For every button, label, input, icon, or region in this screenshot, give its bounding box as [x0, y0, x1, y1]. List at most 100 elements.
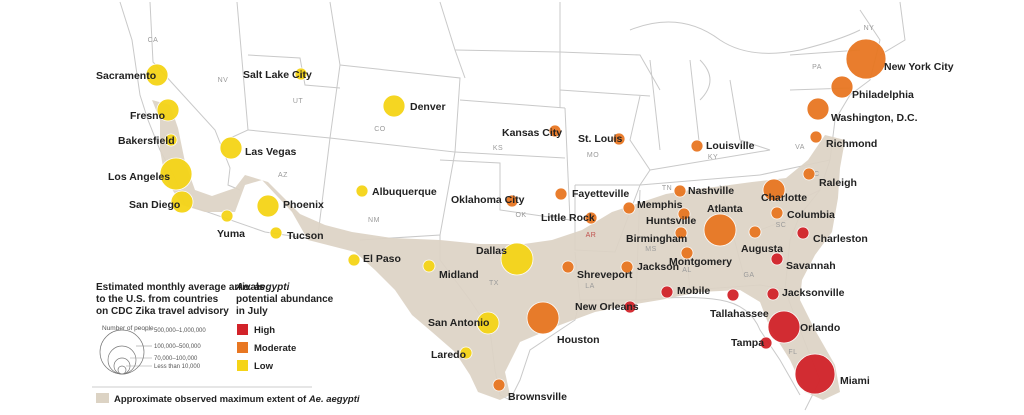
city-label-san-antonio: San Antonio	[428, 317, 489, 329]
legend-arrivals-title-line-3: on CDC Zika travel advisory	[96, 306, 229, 317]
city-marker-shreveport	[561, 260, 575, 274]
legend-swatch-low	[237, 360, 248, 371]
city-marker-raleigh	[802, 167, 816, 181]
city-label-midland: Midland	[439, 269, 479, 281]
aegypti-extent-region	[152, 100, 845, 400]
legend-swatch-high	[237, 324, 248, 335]
city-label-new-orleans: New Orleans	[575, 301, 639, 313]
city-label-houston: Houston	[557, 334, 600, 346]
legend-abundance-title-line-1: potential abundance	[236, 294, 334, 305]
city-marker-little-rock	[584, 211, 598, 225]
city-label-charlotte: Charlotte	[761, 192, 807, 204]
city-marker-laredo	[459, 346, 473, 360]
city-label-salt-lake-city: Salt Lake City	[243, 69, 312, 81]
city-marker-las-vegas	[219, 136, 243, 160]
state-label-va: VA	[795, 144, 805, 151]
city-label-los-angeles: Los Angeles	[108, 171, 170, 183]
state-label-ok: OK	[515, 212, 526, 219]
legend-size-label-3: 70,000–100,000	[154, 356, 198, 362]
legend-abundance: Ae. aegypti potential abundance in July …	[235, 282, 334, 372]
city-label-dallas: Dallas	[476, 245, 507, 257]
city-marker-charlotte	[762, 178, 786, 202]
state-label-nv: NV	[218, 77, 229, 84]
city-marker-mobile	[660, 285, 674, 299]
city-marker-tampa	[759, 336, 773, 350]
city-marker-kansas-city	[548, 124, 562, 138]
state-labels: CANVUTAZCONMKSOKTXMOARLAMSTNKYALGAFLNCSC…	[148, 25, 874, 356]
city-marker-new-orleans	[623, 300, 637, 314]
city-label-oklahoma-city: Oklahoma City	[451, 194, 525, 206]
state-label-ar: AR	[586, 232, 597, 239]
city-label-raleigh: Raleigh	[819, 177, 857, 189]
city-marker-savannah	[770, 252, 784, 266]
city-label-miami: Miami	[840, 375, 870, 387]
state-label-ky: KY	[708, 154, 718, 161]
state-label-al: AL	[682, 267, 692, 274]
city-label-washington-d-c: Washington, D.C.	[831, 112, 918, 124]
city-label-mobile: Mobile	[677, 285, 710, 297]
city-marker-albuquerque	[355, 184, 369, 198]
legend-number-of-people: Number of people	[102, 325, 154, 332]
city-marker-jacksonville	[766, 287, 780, 301]
city-marker-memphis	[622, 201, 636, 215]
legend-extent: Approximate observed maximum extent of A…	[96, 393, 360, 405]
city-marker-richmond	[809, 130, 823, 144]
city-label-savannah: Savannah	[786, 260, 836, 272]
city-label-fresno: Fresno	[130, 110, 165, 122]
city-label-augusta: Augusta	[741, 243, 783, 255]
state-label-nm: NM	[368, 217, 380, 224]
city-label-el-paso: El Paso	[363, 253, 401, 265]
city-label-richmond: Richmond	[826, 138, 877, 150]
city-marker-dallas	[500, 242, 534, 276]
city-label-yuma: Yuma	[217, 228, 245, 240]
city-label-st-louis: St. Louis	[578, 133, 622, 145]
city-label-bakersfield: Bakersfield	[118, 135, 175, 147]
city-marker-brownsville	[492, 378, 506, 392]
city-marker-charleston	[796, 226, 810, 240]
city-marker-midland	[422, 259, 436, 273]
legend-arrivals: Estimated monthly average arrivals to th…	[96, 282, 265, 375]
city-label-phoenix: Phoenix	[283, 199, 324, 211]
city-marker-denver	[382, 94, 406, 118]
city-marker-louisville	[690, 139, 704, 153]
state-label-sc: SC	[776, 222, 787, 229]
legend-level-moderate: Moderate	[254, 343, 296, 354]
city-label-san-diego: San Diego	[129, 199, 180, 211]
city-label-nashville: Nashville	[688, 185, 734, 197]
city-marker-salt-lake-city	[294, 67, 308, 81]
city-marker-philadelphia	[830, 75, 854, 99]
city-marker-san-diego	[170, 190, 194, 214]
city-marker-birmingham	[674, 226, 688, 240]
city-marker-orlando	[767, 310, 801, 344]
state-label-ks: KS	[493, 145, 503, 152]
legend-extent-swatch	[96, 393, 109, 403]
city-label-denver: Denver	[410, 101, 446, 113]
city-marker-oklahoma-city	[505, 194, 519, 208]
city-marker-san-antonio	[476, 311, 500, 335]
city-marker-phoenix	[256, 194, 280, 218]
city-marker-los-angeles	[159, 157, 193, 191]
legend-abundance-species: Ae. aegypti	[235, 282, 290, 293]
city-marker-sacramento	[145, 63, 169, 87]
city-label-tucson: Tucson	[287, 230, 324, 242]
city-label-fayetteville: Fayetteville	[572, 188, 629, 200]
city-marker-huntsville	[677, 207, 691, 221]
city-label-jackson: Jackson	[637, 261, 679, 273]
state-label-ut: UT	[293, 98, 304, 105]
legend-size-label-2: 100,000–500,000	[154, 344, 201, 350]
city-label-las-vegas: Las Vegas	[245, 146, 297, 158]
city-label-orlando: Orlando	[800, 322, 840, 334]
city-labels: Sacramento Fresno Bakersfield Los Angeles Sa…	[96, 61, 954, 403]
state-label-co: CO	[374, 126, 386, 133]
city-marker-tallahassee	[726, 288, 740, 302]
city-label-memphis: Memphis	[637, 199, 683, 211]
city-marker-houston	[526, 301, 560, 335]
legend-size-circle-l	[107, 345, 137, 375]
legend-size-circle-xl	[99, 329, 145, 375]
city-marker-el-paso	[347, 253, 361, 267]
city-marker-miami	[794, 353, 836, 395]
city-marker-bakersfield	[164, 133, 178, 147]
city-label-birmingham: Birmingham	[626, 233, 687, 245]
